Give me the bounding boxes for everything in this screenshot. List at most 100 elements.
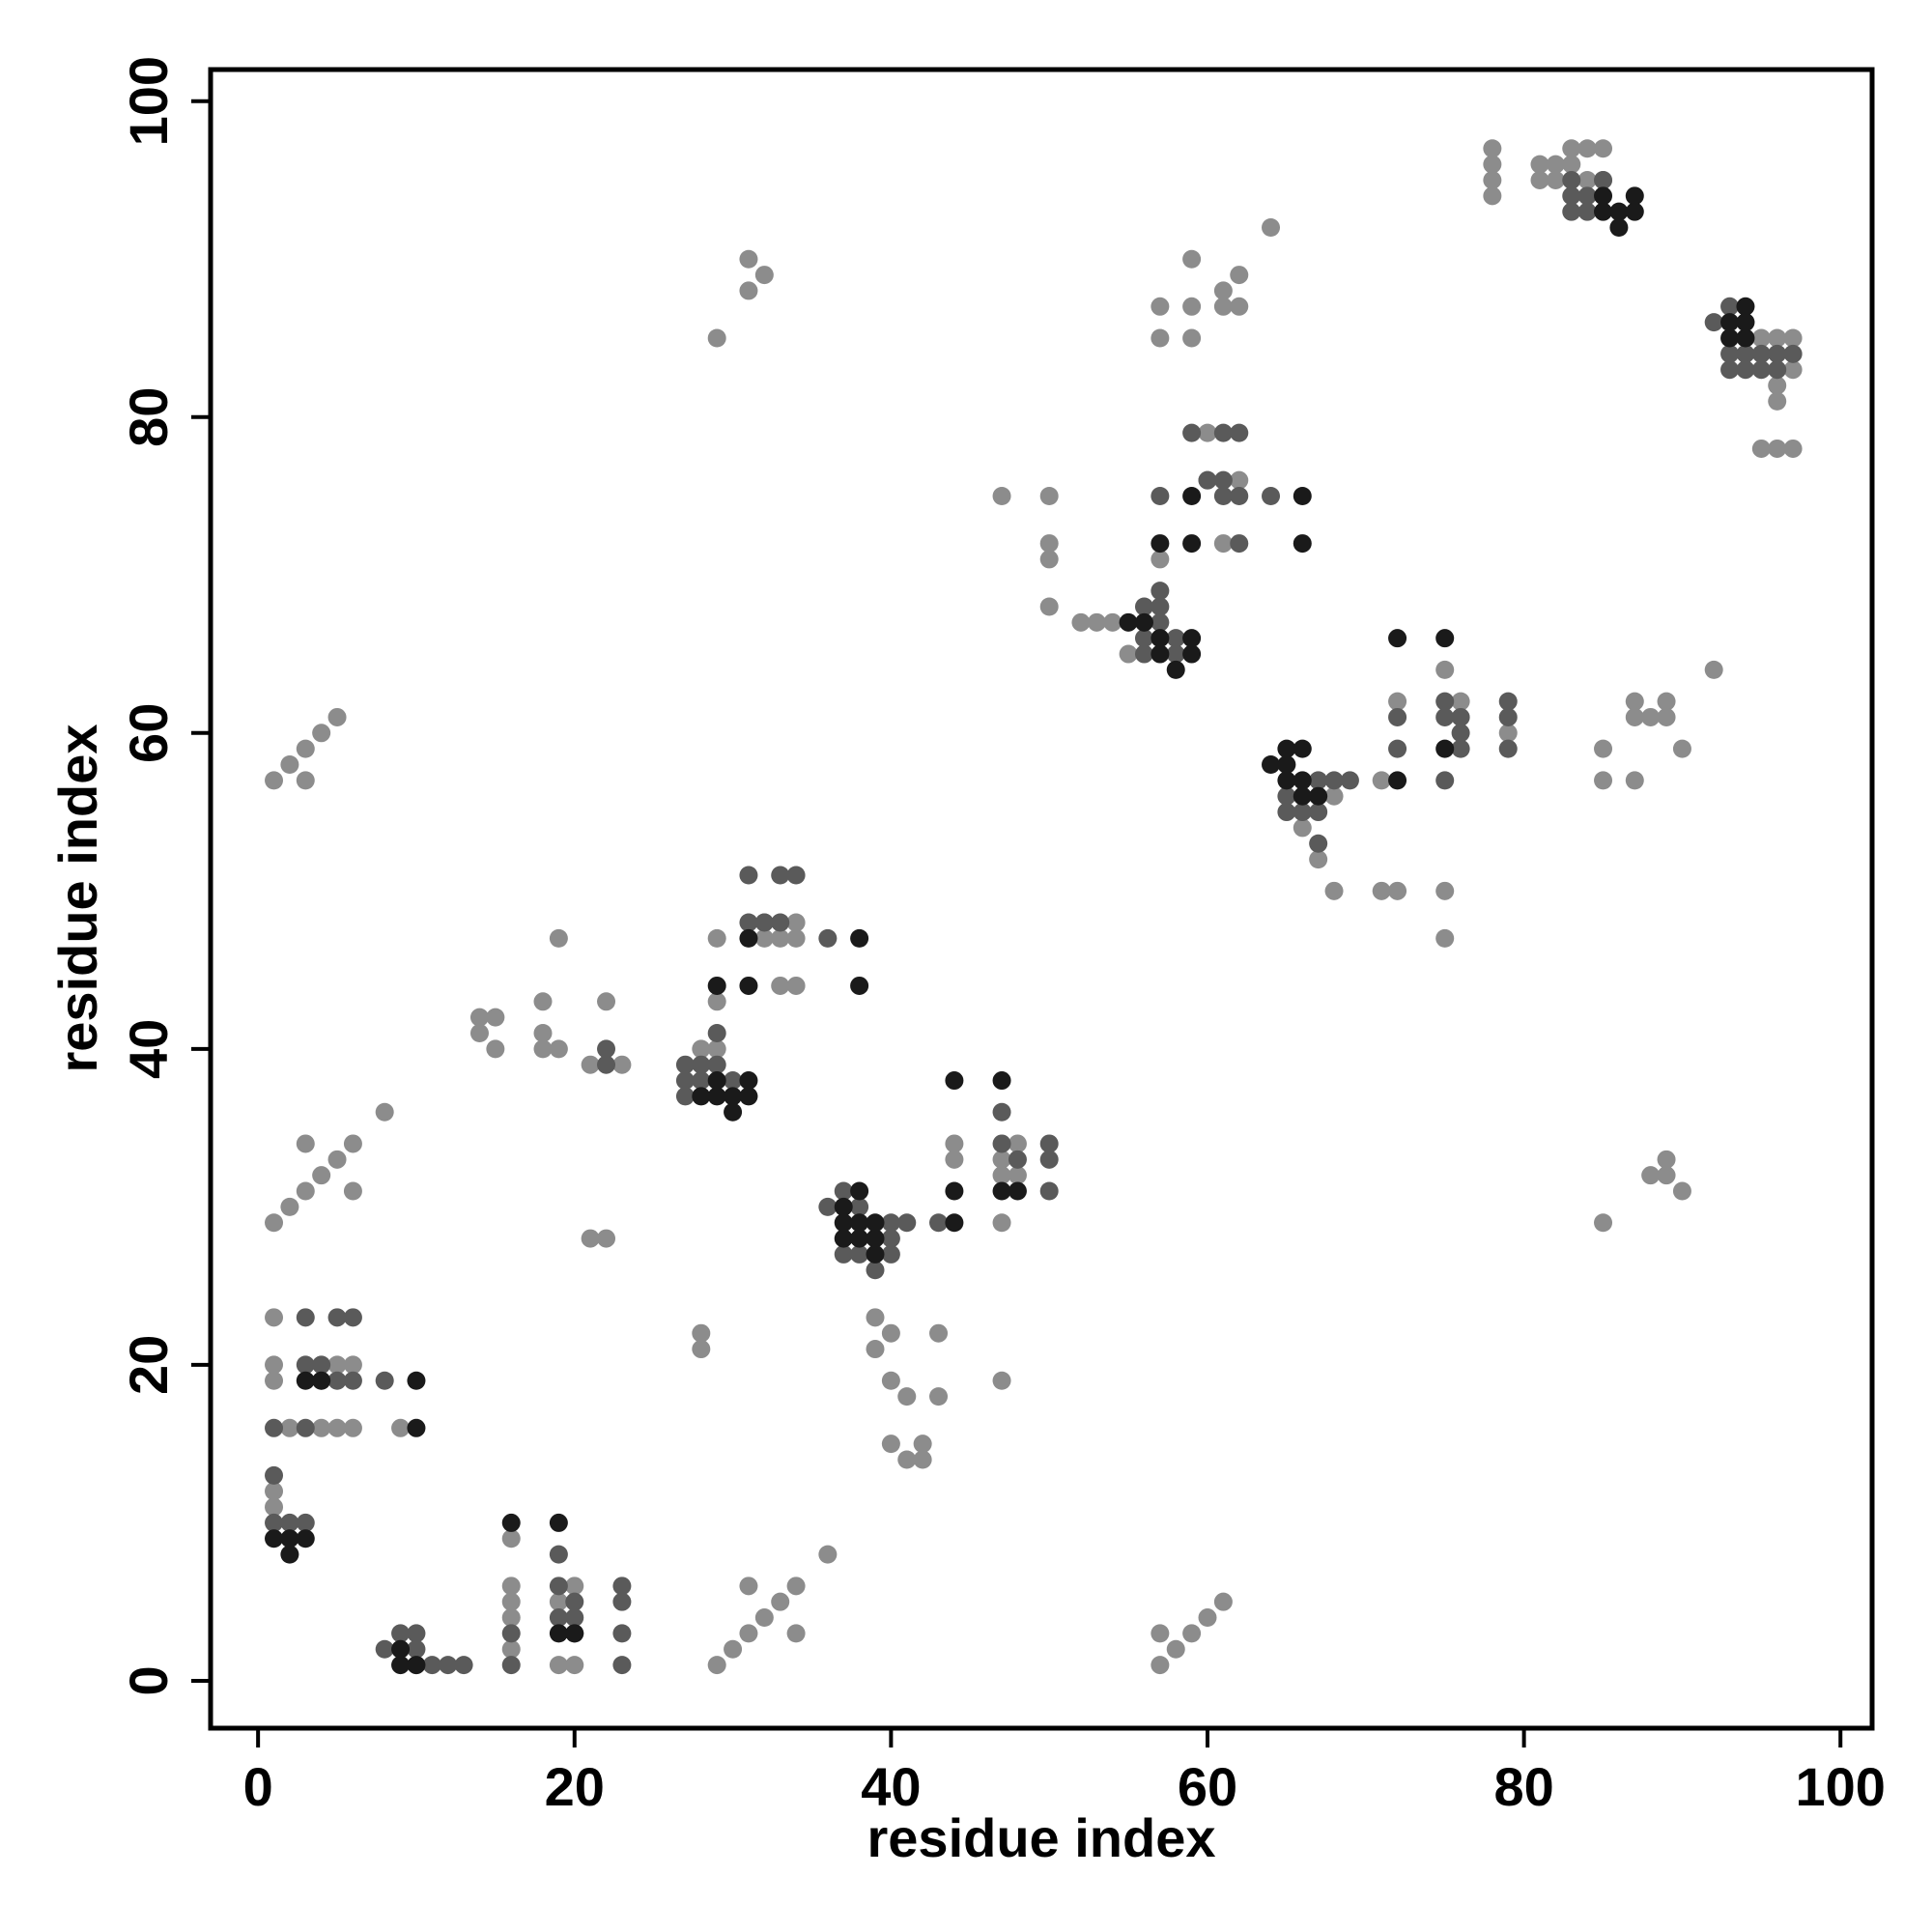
point-dark-26 [850,1181,869,1201]
point-medium-90 [1309,803,1328,822]
point-dark-19 [724,1102,743,1122]
point-light-41 [771,1592,790,1611]
point-medium-70 [1134,629,1153,648]
point-light-87 [929,1387,949,1406]
point-medium-113 [1720,344,1740,363]
point-dark-22 [707,976,726,995]
point-light-65 [707,928,726,948]
point-light-120 [1151,1656,1170,1675]
point-light-97 [1039,487,1059,506]
point-light-103 [1103,612,1122,632]
point-dark-3 [280,1545,299,1564]
point-dark-52 [1262,755,1281,775]
point-light-122 [1182,1624,1202,1643]
point-medium-34 [597,1039,616,1059]
y-axis-label: residue index [47,724,108,1072]
point-light-169 [1751,439,1771,458]
point-light-50 [533,992,553,1011]
point-medium-108 [1577,186,1597,206]
point-light-106 [1151,328,1170,348]
point-light-149 [1577,139,1597,158]
point-light-160 [1657,692,1676,711]
point-medium-49 [771,913,790,932]
point-light-64 [707,992,726,1011]
point-dark-39 [992,1071,1011,1091]
point-dark-47 [1182,629,1202,648]
point-light-174 [1783,360,1803,380]
point-light-132 [1372,881,1391,900]
point-medium-118 [1751,360,1771,380]
x-tick-label-2: 40 [861,1756,921,1817]
point-medium-105 [1562,170,1581,189]
point-light-26 [265,1482,284,1501]
point-dark-31 [866,1229,885,1248]
point-light-53 [549,1039,568,1059]
plot-frame [208,67,1875,1731]
point-light-135 [1435,660,1455,679]
point-medium-102 [1498,692,1518,711]
point-dark-74 [1736,328,1755,348]
point-light-107 [1151,297,1170,316]
point-light-118 [1213,534,1233,554]
point-light-1 [280,755,299,775]
point-dark-73 [1736,297,1755,316]
point-dark-33 [850,928,869,948]
point-medium-81 [1213,470,1233,490]
point-dark-0 [280,1529,299,1548]
point-dark-12 [549,1513,568,1532]
point-light-19 [312,1418,331,1437]
point-medium-74 [1151,612,1170,632]
point-light-124 [1213,1592,1233,1611]
point-light-164 [1594,1213,1613,1233]
point-dark-53 [1277,739,1296,758]
point-medium-56 [866,1261,885,1280]
point-medium-32 [612,1624,632,1643]
point-light-3 [312,724,331,743]
point-dark-35 [866,1213,885,1233]
point-dark-63 [1435,629,1455,648]
point-medium-64 [1008,1150,1027,1169]
point-medium-92 [1340,771,1359,790]
point-light-104 [1119,644,1138,664]
point-dark-24 [739,928,758,948]
point-medium-37 [692,1055,711,1074]
point-dark-38 [945,1213,964,1233]
point-light-43 [739,1577,758,1596]
point-light-114 [1230,297,1249,316]
point-medium-119 [1768,344,1787,363]
point-medium-73 [1166,644,1185,664]
point-light-140 [1483,139,1502,158]
point-light-5 [296,771,315,790]
point-dark-57 [1293,771,1312,790]
point-light-27 [265,1497,284,1517]
point-medium-3 [280,1513,299,1532]
point-light-80 [881,1371,900,1390]
point-medium-106 [1562,186,1581,206]
point-dark-59 [1309,786,1328,806]
point-medium-85 [1262,487,1281,506]
point-light-98 [1039,534,1059,554]
point-light-12 [296,1134,315,1153]
point-light-147 [1546,170,1565,189]
point-medium-99 [1451,724,1470,743]
point-light-32 [501,1639,521,1659]
point-medium-72 [1166,629,1185,648]
point-light-111 [1213,297,1233,316]
point-dark-40 [992,1181,1011,1201]
point-medium-39 [707,1055,726,1074]
point-medium-87 [1277,803,1296,822]
point-medium-47 [739,913,758,932]
point-medium-35 [597,1055,616,1074]
point-medium-15 [391,1624,411,1643]
point-light-48 [469,1023,489,1042]
point-light-166 [1657,1150,1676,1169]
point-light-35 [565,1577,584,1596]
point-light-75 [754,266,774,285]
point-dark-42 [1119,612,1138,632]
point-dark-43 [1134,612,1153,632]
point-medium-14 [375,1639,394,1659]
y-tick-label-0: 0 [118,1665,179,1695]
point-medium-44 [739,866,758,885]
point-light-159 [1641,707,1661,726]
point-medium-109 [1577,202,1597,221]
